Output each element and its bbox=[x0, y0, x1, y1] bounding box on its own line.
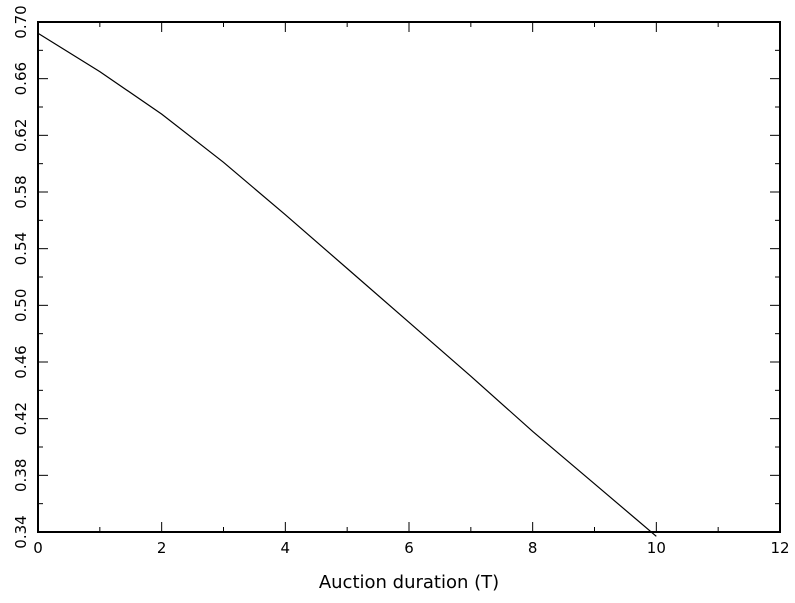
x-tick-label: 10 bbox=[647, 539, 666, 557]
y-tick-label: 0.42 bbox=[12, 402, 30, 435]
y-tick-label: 0.58 bbox=[12, 175, 30, 208]
y-tick-label: 0.38 bbox=[12, 459, 30, 492]
series-line bbox=[37, 32, 657, 537]
tick-marks bbox=[37, 21, 781, 533]
y-tick-labels: 0.34 0.38 0.42 0.46 0.50 0.54 0.58 0.62 0.66 0.70 bbox=[12, 5, 30, 548]
x-tick-label: 12 bbox=[770, 539, 789, 557]
x-tick-labels: 0 2 4 6 8 10 12 bbox=[33, 539, 789, 557]
x-axis-title: Auction duration (T) bbox=[319, 572, 499, 593]
x-tick-label: 4 bbox=[281, 539, 291, 557]
x-tick-label: 2 bbox=[157, 539, 167, 557]
y-tick-label: 0.70 bbox=[12, 5, 30, 38]
y-tick-label: 0.34 bbox=[12, 515, 30, 548]
y-tick-label: 0.50 bbox=[12, 289, 30, 322]
plot-frame bbox=[37, 21, 781, 533]
x-tick-label: 0 bbox=[33, 539, 43, 557]
x-tick-label: 6 bbox=[404, 539, 414, 557]
y-tick-label: 0.66 bbox=[12, 62, 30, 95]
y-tick-label: 0.62 bbox=[12, 119, 30, 152]
x-tick-label: 8 bbox=[528, 539, 538, 557]
y-tick-label: 0.54 bbox=[12, 232, 30, 265]
y-tick-label: 0.46 bbox=[12, 345, 30, 378]
